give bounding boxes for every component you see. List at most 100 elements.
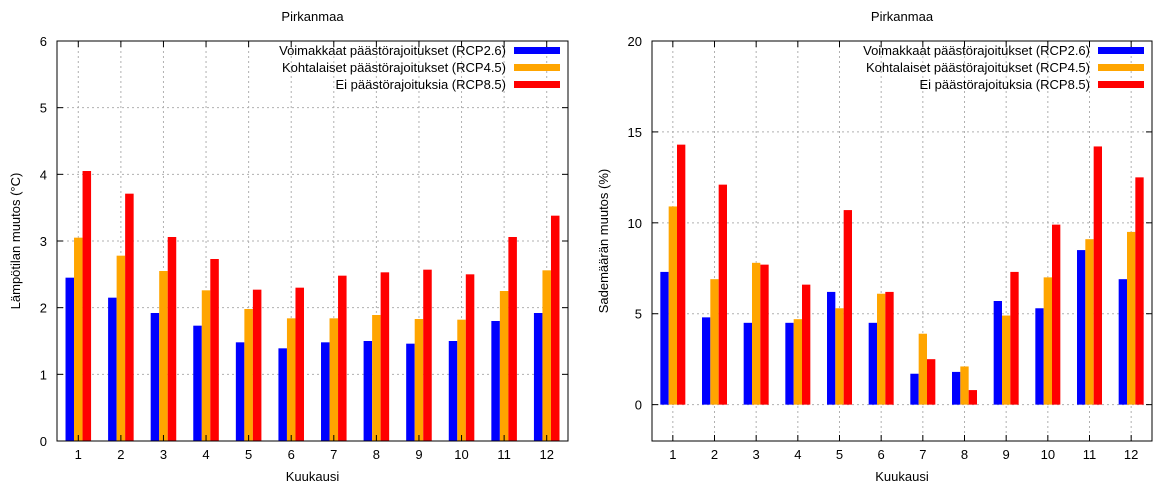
bar — [1135, 177, 1144, 405]
bar — [960, 366, 969, 405]
bar — [167, 237, 177, 441]
x-tick-label: 7 — [330, 447, 337, 462]
bar — [668, 206, 677, 405]
bar — [286, 318, 296, 441]
y-tick-label: 0 — [40, 434, 47, 449]
bar — [1052, 224, 1061, 405]
legend-label: Ei päästörajoituksia (RCP8.5) — [335, 77, 506, 92]
x-tick-label: 9 — [1003, 447, 1010, 462]
bar — [508, 237, 517, 441]
bar — [1085, 239, 1094, 405]
legend-swatch — [1098, 64, 1144, 71]
y-axis-label: Sademäärän muutos (%) — [596, 169, 611, 314]
bar — [150, 313, 160, 441]
bar — [65, 277, 75, 441]
y-tick-label: 6 — [40, 34, 47, 49]
bar — [760, 264, 769, 405]
bar — [278, 348, 287, 441]
x-tick-label: 1 — [75, 447, 82, 462]
bar — [542, 270, 551, 441]
bar — [499, 291, 509, 441]
x-tick-label: 8 — [373, 447, 380, 462]
bar — [677, 144, 686, 405]
x-tick-label: 4 — [794, 447, 801, 462]
legend: Voimakkaat päästörajoitukset (RCP2.6) Koh… — [863, 43, 1144, 92]
bar — [338, 275, 347, 441]
bar — [465, 274, 475, 441]
legend-swatch — [514, 81, 560, 88]
legend-swatch — [514, 64, 560, 71]
legend-label: Kohtalaiset päästörajoitukset (RCP4.5) — [866, 60, 1090, 75]
bar — [1035, 308, 1044, 405]
x-tick-label: 9 — [415, 447, 422, 462]
bar — [910, 373, 919, 405]
bar — [1043, 277, 1052, 405]
plot-frame — [651, 40, 1153, 442]
y-tick-label: 3 — [40, 234, 47, 249]
bar — [363, 341, 373, 441]
x-tick-label: 5 — [836, 447, 843, 462]
x-tick-label: 10 — [1041, 447, 1055, 462]
bar — [1127, 231, 1136, 405]
legend-swatch — [1098, 47, 1144, 54]
legend-label: Voimakkaat päästörajoitukset (RCP2.6) — [863, 43, 1090, 58]
bar — [252, 289, 262, 441]
bar — [491, 321, 500, 441]
bar — [321, 342, 330, 441]
y-tick-label: 5 — [40, 101, 47, 116]
bar — [193, 325, 202, 441]
bar — [116, 255, 126, 441]
bar — [993, 301, 1002, 405]
x-tick-label: 6 — [878, 447, 885, 462]
chart-title: Pirkanmaa — [281, 9, 344, 24]
legend-label: Voimakkaat päästörajoitukset (RCP2.6) — [279, 43, 506, 58]
bar — [793, 319, 802, 405]
x-tick-label: 3 — [753, 447, 760, 462]
x-tick-label: 11 — [497, 447, 511, 462]
x-axis-label: Kuukausi — [875, 469, 929, 484]
y-tick-label: 5 — [635, 307, 642, 322]
x-tick-label: 11 — [1083, 447, 1097, 462]
bar — [868, 322, 877, 405]
x-tick-label: 8 — [961, 447, 968, 462]
x-tick-label: 7 — [919, 447, 926, 462]
bar — [1077, 250, 1086, 405]
y-axis-label: Lämpötilan muutos (°C) — [8, 173, 23, 310]
bar — [244, 309, 253, 441]
y-tick-label: 1 — [40, 367, 47, 382]
y-tick-label: 15 — [628, 125, 642, 140]
y-tick-label: 0 — [635, 398, 642, 413]
bar — [210, 259, 219, 441]
y-tick-label: 4 — [40, 167, 47, 182]
bar — [743, 322, 752, 405]
bar — [885, 291, 894, 405]
x-tick-label: 2 — [711, 447, 718, 462]
bar — [1010, 271, 1019, 405]
bar — [752, 262, 761, 405]
bar — [785, 322, 794, 405]
bar — [927, 359, 936, 405]
bar — [702, 317, 711, 405]
bar — [1093, 146, 1102, 405]
bar — [329, 318, 339, 441]
bar — [660, 271, 669, 405]
bar — [235, 342, 245, 441]
y-tick-label: 20 — [628, 34, 642, 49]
x-tick-label: 2 — [117, 447, 124, 462]
x-tick-label: 12 — [1124, 447, 1138, 462]
bar — [201, 290, 211, 441]
bar — [843, 210, 852, 405]
legend-label: Ei päästörajoituksia (RCP8.5) — [919, 77, 1090, 92]
bar — [74, 237, 83, 441]
bar — [295, 287, 304, 441]
bar — [108, 297, 117, 441]
x-axis-label: Kuukausi — [286, 469, 340, 484]
x-tick-label: 3 — [160, 447, 167, 462]
chart-title: Pirkanmaa — [871, 9, 934, 24]
bar — [827, 291, 836, 405]
y-tick-label: 10 — [628, 216, 642, 231]
bar — [802, 284, 811, 405]
